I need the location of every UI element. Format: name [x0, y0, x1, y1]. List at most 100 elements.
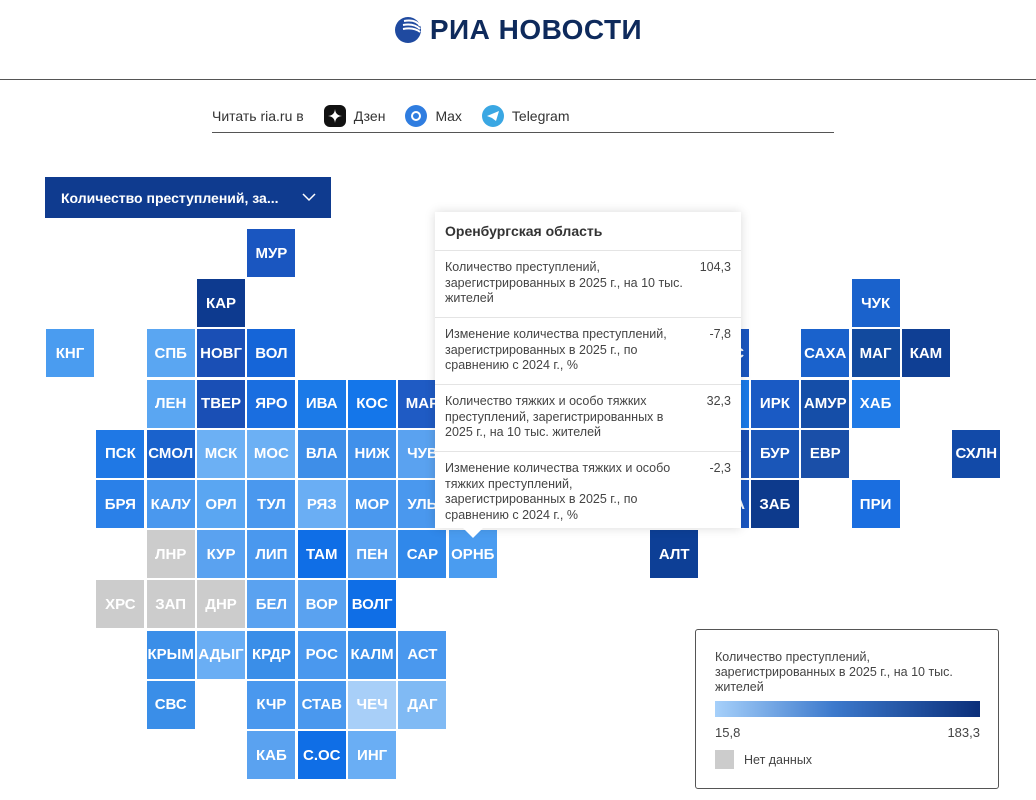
region-tile[interactable]: ИВА: [297, 379, 346, 428]
chevron-down-icon: [302, 193, 316, 202]
region-tile[interactable]: ДНР: [197, 580, 246, 629]
region-tile[interactable]: РОС: [297, 630, 346, 679]
telegram-icon: [481, 105, 504, 127]
region-tile[interactable]: СПБ: [146, 329, 195, 378]
region-tile[interactable]: КАМ: [901, 329, 950, 378]
region-tile[interactable]: КУР: [197, 530, 246, 579]
max-link[interactable]: Max: [405, 105, 462, 127]
region-tile[interactable]: ОРНБ: [448, 530, 497, 579]
region-tile[interactable]: СВС: [146, 680, 195, 729]
region-tile[interactable]: НИЖ: [348, 429, 397, 478]
logo-text: РИА НОВОСТИ: [429, 14, 643, 45]
tooltip-row-label: Количество тяжких и особо тяжких преступ…: [445, 394, 664, 439]
region-tile[interactable]: МОС: [247, 429, 296, 478]
tooltip-row: Количество преступлений, зарегистрирован…: [435, 251, 741, 318]
region-tile[interactable]: КОС: [348, 379, 397, 428]
region-tile[interactable]: АЛТ: [650, 530, 699, 579]
region-tile[interactable]: ИРК: [750, 379, 799, 428]
region-tile[interactable]: ЛЕН: [146, 379, 195, 428]
region-tile[interactable]: ЛНР: [146, 530, 195, 579]
indicator-dropdown[interactable]: Количество преступлений, за...: [45, 177, 331, 218]
region-tile[interactable]: ДАГ: [398, 680, 447, 729]
region-tile[interactable]: АДЫГ: [197, 630, 246, 679]
tooltip-row-value: 32,3: [706, 394, 731, 408]
tooltip-row-value: -2,3: [709, 461, 731, 475]
region-tile[interactable]: ЧУК: [851, 279, 900, 328]
tooltip-row: Изменение количества тяжких и особо тяжк…: [435, 452, 741, 533]
region-tile[interactable]: КАЛУ: [146, 480, 195, 528]
region-tooltip: Оренбургская область Количество преступл…: [435, 212, 741, 528]
region-tile[interactable]: КРДР: [247, 630, 296, 679]
region-tile[interactable]: САР: [398, 530, 447, 579]
region-tile[interactable]: ТАМ: [297, 530, 346, 579]
region-tile[interactable]: ВЛА: [297, 429, 346, 478]
region-tile[interactable]: РЯЗ: [297, 480, 346, 528]
region-tile[interactable]: КАБ: [247, 731, 296, 779]
region-tile[interactable]: ЗАБ: [750, 480, 799, 528]
region-tile[interactable]: САХА: [801, 329, 850, 378]
legend-max: 183,3: [947, 725, 980, 740]
region-tile[interactable]: ХАБ: [851, 379, 900, 428]
no-data-label: Нет данных: [744, 752, 813, 767]
region-tile[interactable]: ТУЛ: [247, 480, 296, 528]
read-in-label: Читать ria.ru в: [212, 108, 304, 124]
region-tile[interactable]: МОР: [348, 480, 397, 528]
region-tile[interactable]: ВОЛГ: [348, 580, 397, 629]
region-tile[interactable]: ХРС: [96, 580, 145, 629]
region-tile[interactable]: ПРИ: [851, 480, 900, 528]
region-tile[interactable]: ОРЛ: [197, 480, 246, 528]
tooltip-row: Изменение количества преступлений, зарег…: [435, 318, 741, 385]
legend-title: Количество преступлений, зарегистрирован…: [715, 650, 953, 694]
region-tile[interactable]: МУР: [247, 229, 296, 277]
tooltip-arrow: [462, 527, 484, 538]
no-data-swatch: [715, 750, 734, 769]
read-in-bar: Читать ria.ru в Дзен Max Telegram: [212, 100, 834, 133]
region-tile[interactable]: МСК: [197, 429, 246, 478]
region-tile[interactable]: КНГ: [46, 329, 94, 378]
region-tile[interactable]: ЕВР: [801, 429, 850, 478]
tooltip-row-value: 104,3: [699, 260, 731, 274]
tooltip-row-value: -7,8: [709, 327, 731, 341]
region-tile[interactable]: МАГ: [851, 329, 900, 378]
region-tile[interactable]: ПЕН: [348, 530, 397, 579]
region-tile[interactable]: АСТ: [398, 630, 447, 679]
header-divider: [0, 79, 1036, 80]
ria-logo[interactable]: РИА НОВОСТИ: [0, 14, 1036, 46]
region-tile[interactable]: КРЫМ: [146, 630, 195, 679]
region-tile[interactable]: БЕЛ: [247, 580, 296, 629]
region-tile[interactable]: ЛИП: [247, 530, 296, 579]
region-tile[interactable]: КЧР: [247, 680, 296, 729]
region-tile[interactable]: ВОР: [297, 580, 346, 629]
region-tile[interactable]: БУР: [750, 429, 799, 478]
region-tile[interactable]: КАЛМ: [348, 630, 397, 679]
tooltip-row-label: Количество преступлений, зарегистрирован…: [445, 260, 683, 305]
dzen-icon: [323, 105, 346, 127]
max-icon: [405, 105, 428, 127]
tooltip-row-label: Изменение количества тяжких и особо тяжк…: [445, 461, 671, 522]
region-tile[interactable]: ИНГ: [348, 731, 397, 779]
dzen-label: Дзен: [353, 108, 386, 124]
region-tile[interactable]: НОВГ: [197, 329, 246, 378]
region-tile[interactable]: БРЯ: [96, 480, 145, 528]
max-label: Max: [435, 108, 462, 124]
region-tile[interactable]: ЯРО: [247, 379, 296, 428]
region-tile[interactable]: СХЛН: [952, 429, 1001, 478]
region-tile[interactable]: СМОЛ: [146, 429, 195, 478]
region-tile[interactable]: ВОЛ: [247, 329, 296, 378]
region-tile[interactable]: ЗАП: [146, 580, 195, 629]
color-legend: Количество преступлений, зарегистрирован…: [695, 629, 999, 789]
tooltip-row: Количество тяжких и особо тяжких преступ…: [435, 385, 741, 452]
region-tile[interactable]: СТАВ: [297, 680, 346, 729]
telegram-link[interactable]: Telegram: [481, 105, 570, 127]
tooltip-row-label: Изменение количества преступлений, зарег…: [445, 327, 667, 372]
region-tile[interactable]: КАР: [197, 279, 246, 328]
dropdown-selected: Количество преступлений, за...: [61, 189, 279, 206]
region-tile[interactable]: АМУР: [801, 379, 850, 428]
region-tile[interactable]: ПСК: [96, 429, 145, 478]
dzen-link[interactable]: Дзен: [323, 105, 386, 127]
telegram-label: Telegram: [511, 108, 570, 124]
region-tile[interactable]: ЧЕЧ: [348, 680, 397, 729]
region-tile[interactable]: ТВЕР: [197, 379, 246, 428]
region-tile[interactable]: С.ОС: [297, 731, 346, 779]
legend-min: 15,8: [715, 725, 741, 740]
